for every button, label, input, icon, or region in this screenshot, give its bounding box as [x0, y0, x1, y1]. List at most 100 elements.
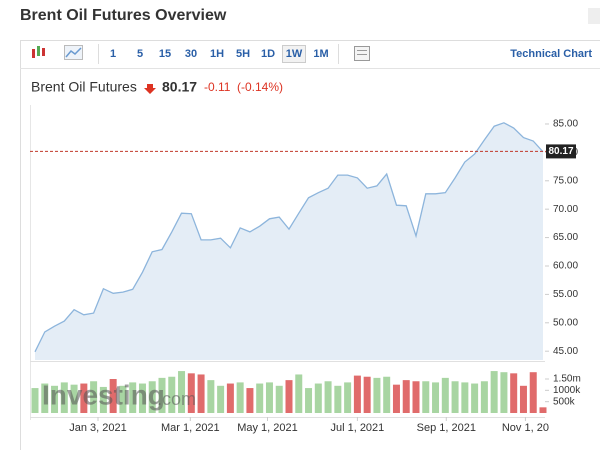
- volume-bar: [539, 407, 547, 413]
- volume-bar: [246, 388, 254, 413]
- x-tick-label: Nov 1, 20: [502, 422, 549, 434]
- price-area: [35, 122, 543, 360]
- volume-bar: [480, 381, 488, 413]
- volume-bar: [412, 381, 420, 413]
- price-line: [34, 122, 544, 353]
- volume-bar: [461, 382, 469, 413]
- technical-chart-link[interactable]: Technical Chart: [510, 48, 592, 60]
- y-tick-label: 85.00: [553, 119, 578, 130]
- volume-bar: [41, 383, 49, 413]
- volume-tick-label: 500k: [553, 396, 576, 407]
- volume-bar: [392, 384, 400, 413]
- instrument-name: Brent Oil Futures: [31, 79, 137, 95]
- volume-bar: [99, 386, 107, 413]
- volume-bar: [109, 379, 117, 413]
- watermark: Investing: [42, 379, 165, 410]
- volume-bar: [187, 373, 195, 413]
- last-price: 80.17: [162, 79, 197, 95]
- volume-bar: [383, 376, 391, 413]
- area-icon[interactable]: [64, 45, 83, 60]
- volume-bar: [441, 377, 449, 413]
- volume-bar: [422, 381, 430, 413]
- volume-bar: [471, 383, 479, 413]
- interval-button[interactable]: 1W: [286, 48, 303, 60]
- interval-button[interactable]: 30: [185, 48, 197, 60]
- volume-bar: [265, 382, 273, 413]
- x-tick-label: Jan 3, 2021: [69, 422, 127, 434]
- volume-tick-label: 1000k: [553, 385, 581, 396]
- volume-tick-label: 1.50m: [553, 374, 581, 385]
- volume-bar: [510, 373, 518, 413]
- volume-bar: [529, 372, 537, 413]
- volume-bar: [314, 383, 322, 413]
- volume-bar: [60, 382, 68, 413]
- volume-bar: [344, 382, 352, 413]
- page-title: Brent Oil Futures Overview: [20, 7, 227, 24]
- y-tick-label: 55.00: [553, 289, 578, 300]
- volume-bar: [324, 381, 332, 413]
- x-tick-label: May 1, 2021: [237, 422, 298, 434]
- volume-bar: [353, 375, 361, 413]
- last-price-tag: [546, 144, 576, 159]
- change-percent: (-0.14%): [237, 80, 283, 94]
- volume-bar: [51, 385, 59, 413]
- volume-bar: [285, 380, 293, 413]
- volume-bar: [31, 388, 39, 413]
- interval-button[interactable]: 1D: [261, 48, 275, 60]
- volume-bar: [70, 384, 78, 413]
- volume-bar: [256, 383, 264, 413]
- volume-bar: [217, 385, 225, 413]
- volume-bar: [402, 380, 410, 413]
- volume-bar: [236, 382, 244, 413]
- volume-bar: [490, 371, 498, 413]
- volume-bar: [158, 377, 166, 413]
- volume-bar: [148, 381, 156, 413]
- x-tick-label: Sep 1, 2021: [417, 422, 476, 434]
- volume-bar: [80, 383, 88, 413]
- volume-bar: [519, 385, 527, 413]
- y-tick-label: 45.00: [553, 346, 578, 357]
- volume-bar: [275, 385, 283, 413]
- volume-bar: [178, 371, 186, 413]
- x-tick-label: Mar 1, 2021: [161, 422, 220, 434]
- layout-icon[interactable]: [354, 46, 370, 61]
- interval-button[interactable]: 5H: [236, 48, 250, 60]
- volume-bar: [451, 381, 459, 413]
- volume-bar: [119, 385, 127, 413]
- volume-bar: [138, 383, 146, 413]
- y-tick-label: 75.00: [553, 175, 578, 186]
- y-tick-label: 60.00: [553, 261, 578, 272]
- volume-bar: [373, 377, 381, 413]
- volume-bar: [197, 374, 205, 413]
- watermark-suffix: .com: [157, 389, 196, 409]
- x-tick-label: Jul 1, 2021: [330, 422, 384, 434]
- interval-button[interactable]: 5: [137, 48, 143, 60]
- interval-button[interactable]: 1H: [210, 48, 224, 60]
- volume-bar: [305, 388, 313, 413]
- volume-bar: [129, 382, 137, 413]
- price-pane: 45.0050.0055.0060.0065.0070.0075.0080.00…: [30, 119, 578, 434]
- last-price-tag-label: 80.17: [548, 146, 573, 157]
- volume-bar: [295, 374, 303, 413]
- y-tick-label: 65.00: [553, 232, 578, 243]
- interval-button[interactable]: 15: [159, 48, 171, 60]
- change: -0.11: [204, 80, 231, 94]
- menu-button[interactable]: [588, 8, 600, 24]
- volume-bar: [500, 372, 508, 413]
- down-arrow: [144, 84, 156, 94]
- volume-bar: [226, 383, 234, 413]
- volume-bar: [432, 382, 440, 413]
- volume-bar: [363, 376, 371, 413]
- selected-interval: [282, 45, 306, 63]
- volume-bar: [168, 376, 176, 413]
- y-tick-label: 70.00: [553, 204, 578, 215]
- chart-panel: [20, 40, 600, 450]
- volume-bar: [90, 381, 98, 413]
- candle-icon[interactable]: [32, 46, 45, 58]
- interval-button[interactable]: 1: [110, 48, 116, 60]
- volume-bar: [334, 385, 342, 413]
- interval-button[interactable]: 1M: [313, 48, 328, 60]
- y-tick-label: 50.00: [553, 317, 578, 328]
